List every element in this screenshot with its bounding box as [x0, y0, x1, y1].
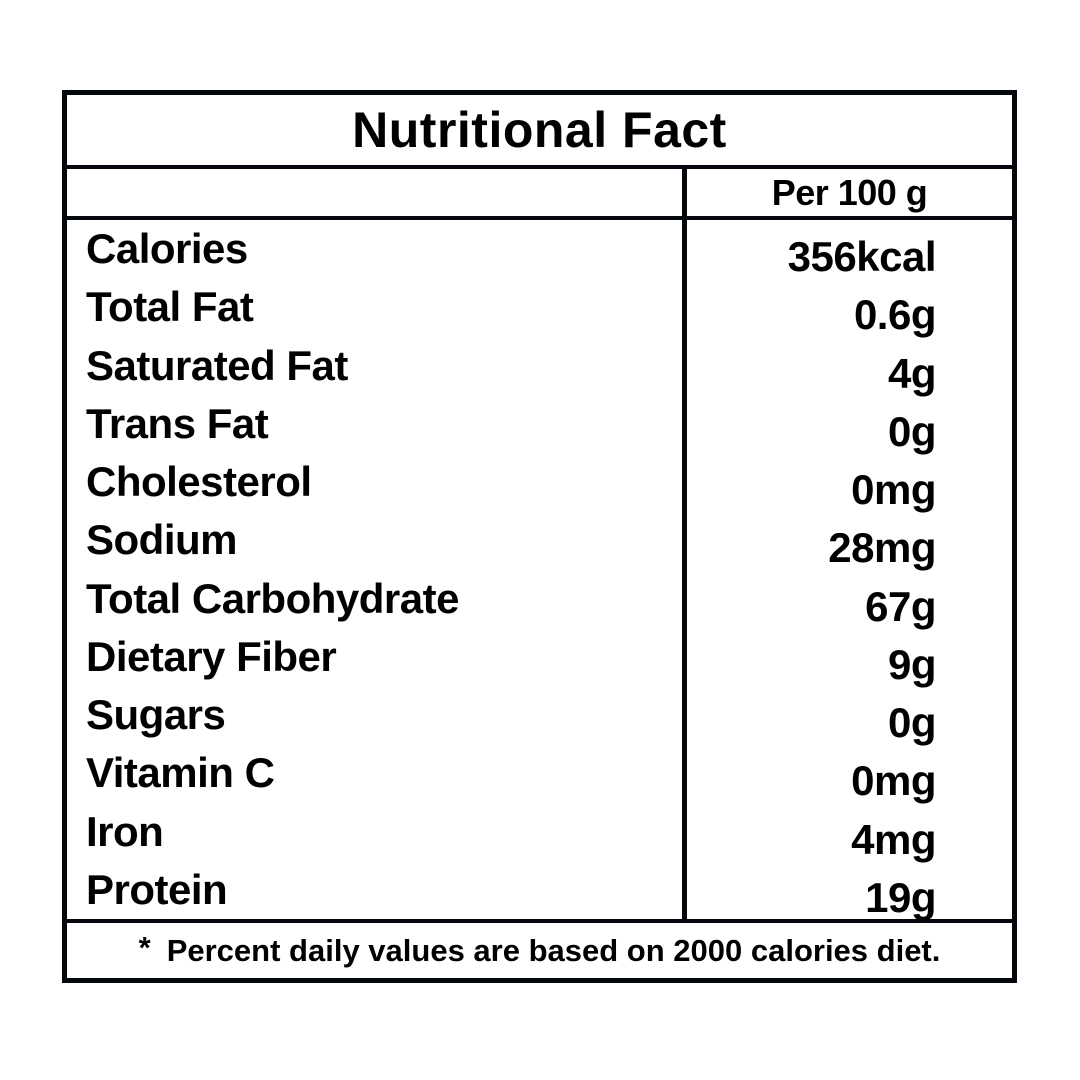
- nutrient-row: Total Carbohydrate 67g: [67, 569, 1012, 630]
- nutrient-row: Protein 19g: [67, 860, 1012, 921]
- table-body: Calories 356kcal Total Fat 0.6g Saturate…: [67, 220, 1012, 921]
- nutrient-label: Total Fat: [67, 278, 687, 337]
- nutrient-row: Calories 356kcal: [67, 220, 1012, 281]
- nutrient-value: 356kcal: [787, 233, 937, 281]
- header-empty-cell: [67, 169, 687, 216]
- nutrient-value: 0mg: [851, 757, 936, 805]
- nutrient-value: 19g: [865, 873, 936, 921]
- table-title-row: Nutritional Fact: [67, 95, 1012, 169]
- nutrition-facts-table: Nutritional Fact Per 100 g Calories 356k…: [62, 90, 1017, 983]
- nutrient-label: Saturated Fat: [67, 336, 687, 395]
- nutrient-row: Vitamin C 0mg: [67, 744, 1012, 805]
- nutrient-label: Total Carbohydrate: [67, 569, 687, 628]
- nutrient-label: Sodium: [67, 511, 687, 570]
- nutrient-row: Sugars 0g: [67, 686, 1012, 747]
- per-100g-header: Per 100 g: [771, 171, 928, 213]
- nutrient-value: 0g: [887, 699, 937, 747]
- nutrient-value: 4g: [887, 349, 937, 397]
- nutrient-row: Sodium 28mg: [67, 511, 1012, 572]
- nutrient-label: Trans Fat: [67, 394, 687, 453]
- footnote-text: Percent daily values are based on 2000 c…: [166, 932, 941, 968]
- nutrient-label: Protein: [67, 860, 687, 919]
- nutrient-value: 0.6g: [853, 291, 937, 339]
- nutrient-label: Calories: [67, 220, 687, 279]
- nutrient-row: Dietary Fiber 9g: [67, 627, 1012, 688]
- nutrient-value: 28mg: [828, 524, 936, 572]
- nutrient-row: Saturated Fat 4g: [67, 336, 1012, 397]
- nutrient-value: 4mg: [851, 815, 936, 863]
- nutrient-value: 67g: [865, 582, 936, 630]
- nutrient-label: Iron: [67, 802, 687, 861]
- nutrient-row: Total Fat 0.6g: [67, 278, 1012, 339]
- nutrient-row: Cholesterol 0mg: [67, 453, 1012, 514]
- column-header-row: Per 100 g: [67, 169, 1012, 220]
- nutrient-label: Cholesterol: [67, 453, 687, 512]
- nutrient-value: 9g: [887, 640, 937, 688]
- nutrient-row: Trans Fat 0g: [67, 394, 1012, 455]
- nutrient-label: Sugars: [67, 686, 687, 745]
- nutrient-label: Vitamin C: [67, 744, 687, 803]
- footnote-asterisk: *: [138, 929, 151, 965]
- nutrient-value: 0g: [887, 407, 937, 455]
- table-title: Nutritional Fact: [352, 102, 727, 158]
- footnote-row: * Percent daily values are based on 2000…: [67, 919, 1012, 978]
- nutrient-label: Dietary Fiber: [67, 627, 687, 686]
- nutrient-value: 0mg: [851, 466, 936, 514]
- nutrient-row: Iron 4mg: [67, 802, 1012, 863]
